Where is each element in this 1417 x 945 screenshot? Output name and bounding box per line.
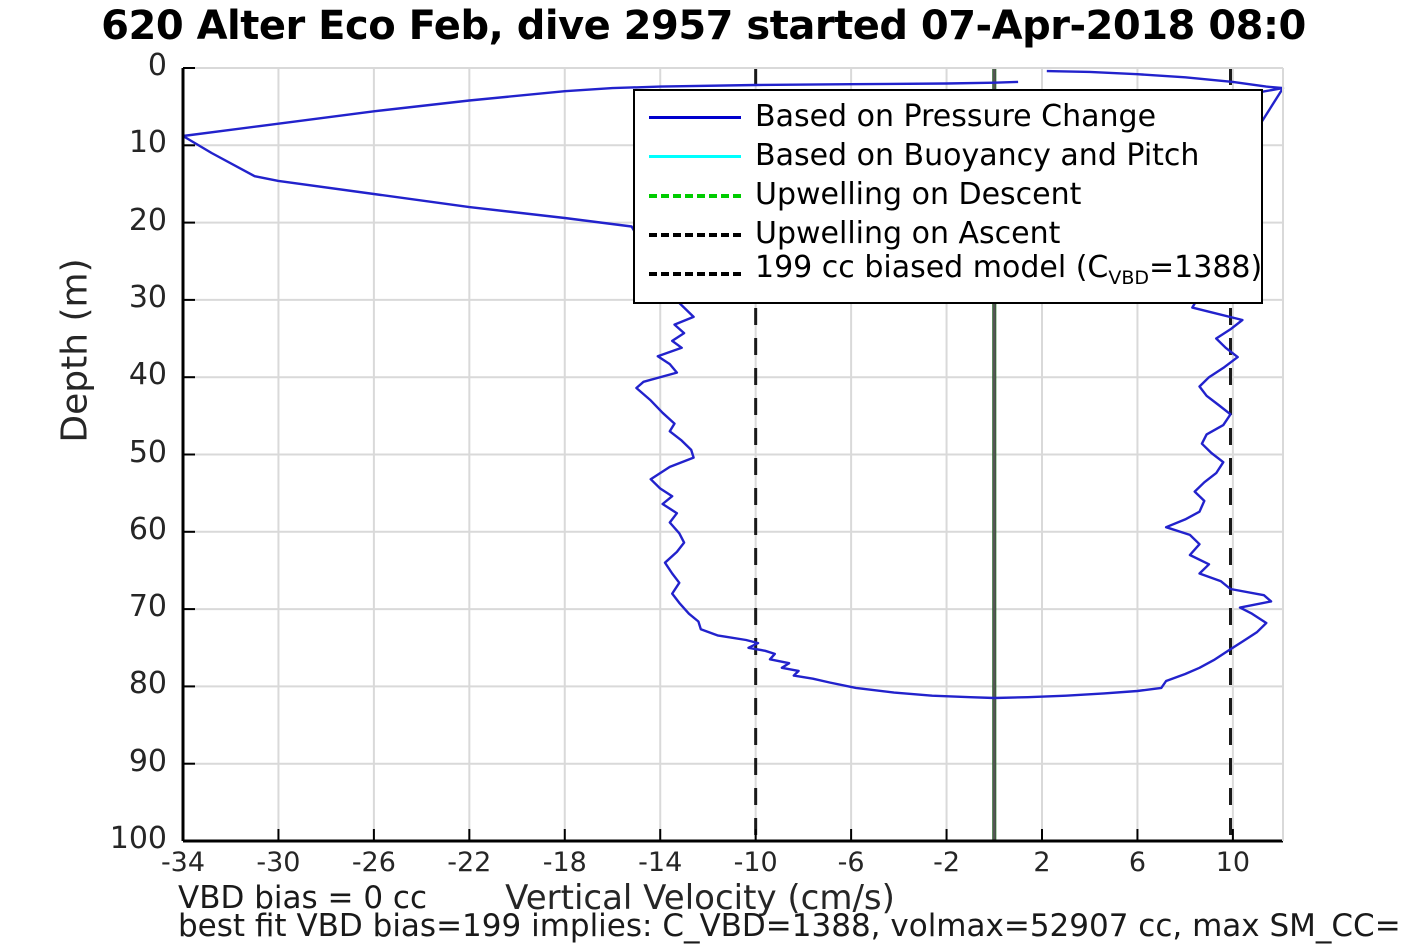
legend-item-label: Upwelling on Descent — [755, 176, 1082, 212]
x-tick-label: -18 — [542, 847, 587, 878]
x-tick-label: 2 — [1033, 847, 1051, 878]
x-tick-label: 10 — [1215, 847, 1251, 878]
page-title: 620 Alter Eco Feb, dive 2957 started 07-… — [0, 0, 1417, 56]
vbd-bias-annotation: VBD bias = 0 cc — [178, 880, 427, 916]
x-tick-label: -30 — [256, 847, 301, 878]
y-tick-label: 50 — [128, 434, 167, 470]
x-tick-label: -2 — [933, 847, 960, 878]
legend-upwelling-ascent[interactable]: Upwelling on Ascent — [635, 214, 1261, 253]
legend-swatch-icon — [649, 263, 741, 283]
best-fit-annotation: best fit VBD bias=199 implies: C_VBD=138… — [178, 908, 1401, 944]
x-tick-label: -26 — [351, 847, 396, 878]
y-tick-label: 20 — [128, 202, 167, 238]
legend-item-label: 199 cc biased model (CVBD=1388) — [755, 249, 1263, 289]
x-tick-label: -22 — [447, 847, 492, 878]
legend-item-label: Upwelling on Ascent — [755, 215, 1061, 251]
y-tick-label: 0 — [147, 48, 167, 83]
legend-item-label: Based on Pressure Change — [755, 98, 1157, 134]
data-series-line — [994, 87, 1285, 700]
y-tick-label: 90 — [128, 743, 167, 779]
y-tick-label: 40 — [128, 357, 167, 393]
x-tick-label: -10 — [733, 847, 778, 878]
legend-swatch-icon — [649, 107, 741, 127]
legend-buoyancy-pitch[interactable]: Based on Buoyancy and Pitch — [635, 136, 1261, 175]
data-series-line — [182, 80, 1019, 138]
y-tick-label: 80 — [128, 666, 167, 702]
x-tick-label: -14 — [638, 847, 683, 878]
y-tick-label: 60 — [128, 511, 167, 547]
y-tick-label: 30 — [128, 279, 167, 315]
data-series-line — [182, 134, 995, 700]
data-series-line — [1046, 69, 1285, 94]
legend-swatch-icon — [649, 146, 741, 166]
legend-upwelling-descent[interactable]: Upwelling on Descent — [635, 175, 1261, 214]
x-tick-label: 6 — [1128, 847, 1147, 878]
legend: Based on Pressure Change Based on Buoyanc… — [633, 89, 1263, 304]
x-tick-label: -34 — [160, 847, 206, 878]
y-tick-label: 10 — [128, 125, 167, 161]
x-axis-label: Vertical Velocity (cm/s) — [505, 878, 895, 918]
x-tick-label: -6 — [837, 847, 865, 878]
page-title-text: 620 Alter Eco Feb, dive 2957 started 07-… — [101, 3, 1306, 49]
legend-item-label: Based on Buoyancy and Pitch — [755, 137, 1200, 173]
y-tick-label: 100 — [109, 821, 167, 856]
y-tick-label: 70 — [128, 589, 167, 625]
legend-swatch-icon — [649, 185, 741, 205]
legend-biased-model[interactable]: 199 cc biased model (CVBD=1388) — [635, 249, 1263, 292]
legend-pressure-change[interactable]: Based on Pressure Change — [635, 97, 1261, 136]
legend-swatch-icon — [649, 224, 741, 244]
